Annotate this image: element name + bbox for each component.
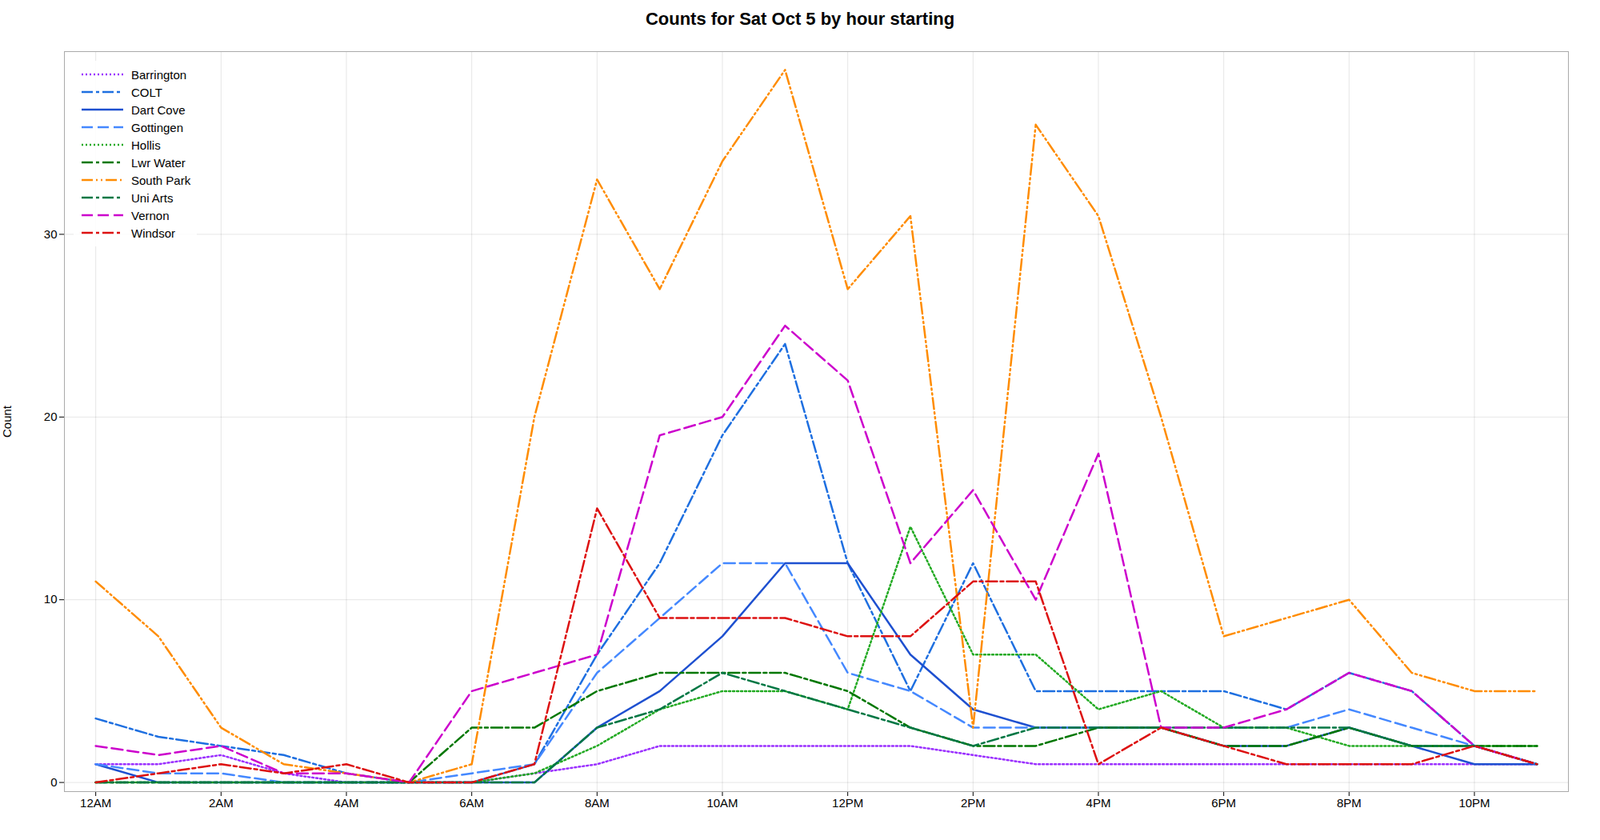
svg-text:8PM: 8PM: [1336, 796, 1362, 810]
svg-text:6AM: 6AM: [459, 796, 484, 810]
svg-text:2AM: 2AM: [208, 796, 234, 810]
html-text:Vernon: Vernon: [131, 208, 170, 222]
svg-text:2PM: 2PM: [960, 796, 986, 810]
svg-text:0: 0: [50, 775, 57, 789]
html-text:Counts for Sat Oct 5 by hour s: Counts for Sat Oct 5 by hour starting: [645, 8, 955, 29]
html-text:Gottingen: Gottingen: [131, 120, 184, 134]
svg-text:30: 30: [44, 227, 58, 241]
html-text:Uni Arts: Uni Arts: [131, 190, 174, 205]
html-text:Dart Cove: Dart Cove: [131, 102, 186, 117]
html-text:Hollis: Hollis: [131, 138, 161, 152]
svg-text:10AM: 10AM: [706, 796, 738, 810]
svg-text:10PM: 10PM: [1458, 796, 1490, 810]
svg-text:12PM: 12PM: [832, 796, 864, 810]
svg-text:Count: Count: [0, 404, 14, 438]
html-text:Windsor: Windsor: [131, 226, 176, 240]
svg-text:4AM: 4AM: [334, 796, 360, 810]
svg-text:8AM: 8AM: [584, 796, 610, 810]
svg-text:20: 20: [44, 409, 58, 424]
svg-text:6PM: 6PM: [1211, 796, 1236, 810]
svg-text:10: 10: [44, 592, 58, 606]
html-text:South Park: South Park: [131, 173, 191, 187]
html-text:Lwr Water: Lwr Water: [131, 155, 186, 170]
html-text:Barrington: Barrington: [131, 67, 187, 82]
svg-text:4PM: 4PM: [1086, 796, 1112, 810]
svg-text:12AM: 12AM: [80, 796, 112, 810]
html-text:COLT: COLT: [131, 85, 163, 99]
